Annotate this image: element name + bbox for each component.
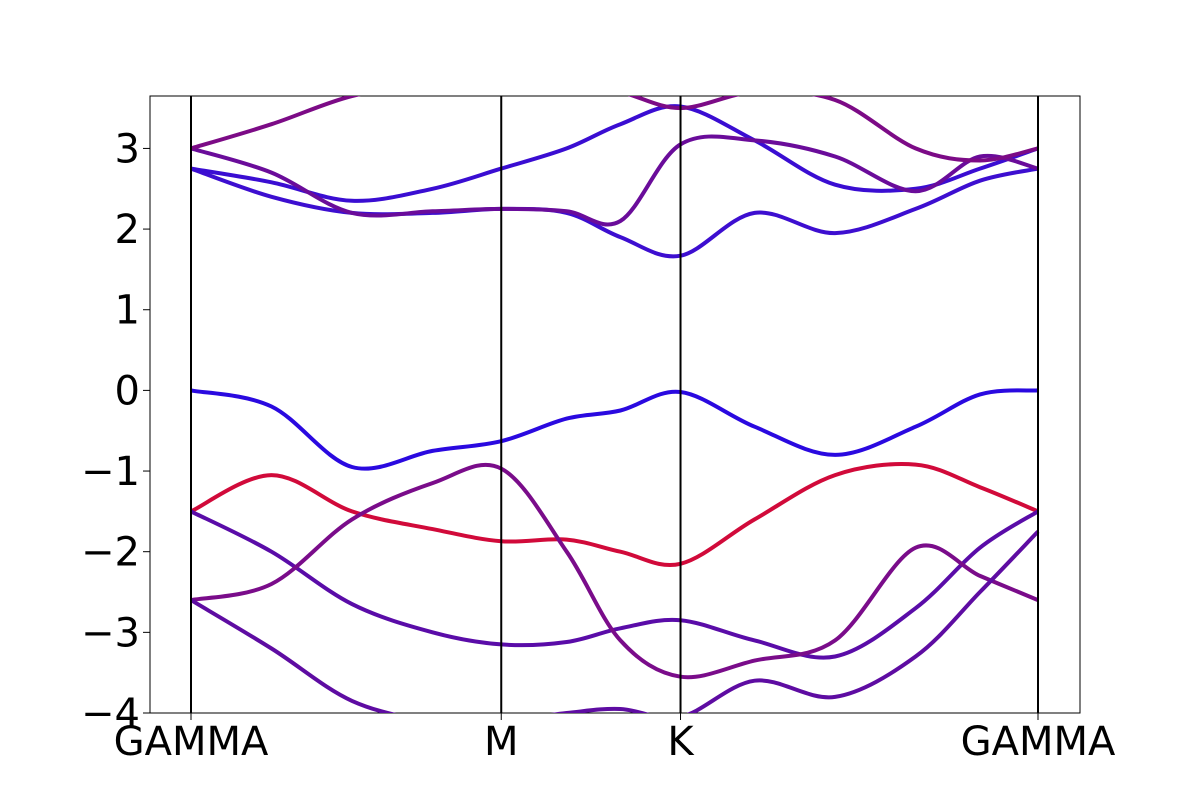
y-tick-label: 2 [115, 207, 140, 253]
x-tick-label: K [667, 719, 695, 765]
x-tick-label: GAMMA [961, 719, 1116, 765]
y-tick-label: −1 [81, 449, 140, 495]
band-line-8 [190, 134, 1039, 227]
x-tick-label: M [484, 719, 519, 765]
band-line-2 [190, 462, 1039, 567]
band-line-3 [190, 509, 1040, 660]
band-line-1 [190, 388, 1039, 471]
y-tick-label: 0 [115, 368, 140, 414]
y-tick-label: −2 [81, 530, 140, 576]
band-line-4 [190, 462, 1039, 680]
high-symmetry-lines [190, 96, 1039, 713]
plot-area-frame [149, 95, 1081, 714]
x-tick-label: GAMMA [114, 719, 269, 765]
y-tick-label: 3 [115, 126, 140, 172]
x-axis-ticks: GAMMA M K GAMMA [114, 713, 1116, 765]
y-tick-label: −3 [81, 610, 140, 656]
y-axis-ticks: 3 2 1 0 −1 −2 −3 −4 [81, 126, 150, 737]
y-tick-label: −4 [81, 691, 140, 737]
y-tick-label: 1 [115, 288, 140, 334]
series-layer [189, 96, 1040, 713]
band-line-5 [189, 530, 1040, 713]
band-line-9 [190, 96, 1039, 163]
